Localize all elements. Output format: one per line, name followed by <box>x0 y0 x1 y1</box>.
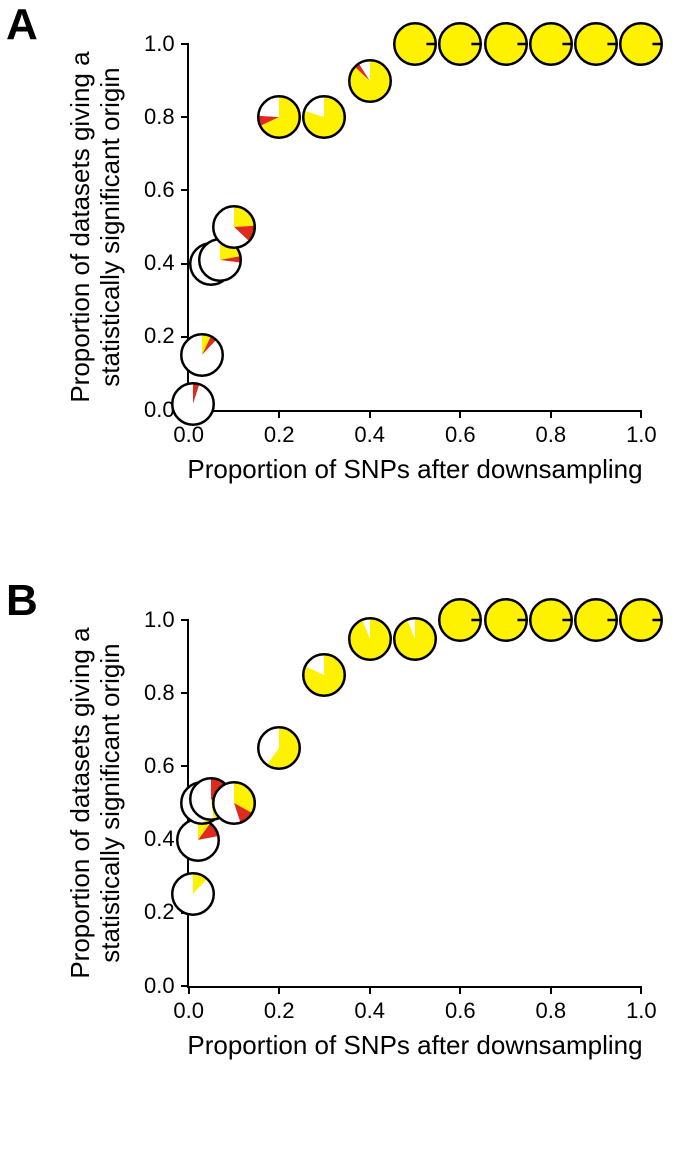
y-tick-label: 0.2 <box>131 323 175 349</box>
x-tick <box>640 410 642 418</box>
x-tick <box>369 986 371 994</box>
pie-marker <box>529 22 573 66</box>
y-tick-label: 0.4 <box>131 250 175 276</box>
x-tick-label: 0.4 <box>340 422 400 448</box>
pie-marker <box>257 95 301 139</box>
x-tick-label: 0.2 <box>249 422 309 448</box>
pie-marker <box>393 617 437 661</box>
y-tick <box>181 189 189 191</box>
pie-marker <box>619 22 663 66</box>
x-axis-title: Proportion of SNPs after downsampling <box>166 1030 664 1061</box>
x-axis-line <box>189 986 642 988</box>
x-axis-title: Proportion of SNPs after downsampling <box>166 454 664 485</box>
panel-letter: B <box>6 576 38 626</box>
y-tick-label: 0.6 <box>131 177 175 203</box>
y-tick-label: 0.4 <box>131 826 175 852</box>
pie-marker <box>438 22 482 66</box>
y-tick-label: 0.6 <box>131 753 175 779</box>
y-tick-label: 0.0 <box>131 397 175 423</box>
x-tick <box>188 986 190 994</box>
pie-marker <box>484 598 528 642</box>
pie-marker <box>574 598 618 642</box>
pie-marker <box>212 781 256 825</box>
x-tick <box>640 986 642 994</box>
x-tick <box>278 410 280 418</box>
y-tick-label: 1.0 <box>131 31 175 57</box>
pie-marker <box>574 22 618 66</box>
pie-marker <box>529 598 573 642</box>
pie-marker <box>180 333 224 377</box>
x-tick-label: 1.0 <box>611 998 671 1024</box>
pie-marker <box>171 872 215 916</box>
plot-area: 0.00.20.40.60.81.00.00.20.40.60.81.0Prop… <box>166 26 664 428</box>
pie-marker <box>393 22 437 66</box>
x-tick-label: 0.8 <box>521 998 581 1024</box>
pie-marker <box>348 617 392 661</box>
pie-marker <box>438 598 482 642</box>
pie-marker <box>212 205 256 249</box>
y-tick <box>181 765 189 767</box>
y-axis-title: Proportion of datasets giving a statisti… <box>66 34 126 420</box>
y-tick-label: 0.8 <box>131 104 175 130</box>
x-tick-label: 0.4 <box>340 998 400 1024</box>
pie-marker <box>302 653 346 697</box>
plot-area: 0.00.20.40.60.81.00.00.20.40.60.81.0Prop… <box>166 602 664 1004</box>
pie-marker <box>171 382 215 426</box>
pie-marker <box>257 726 301 770</box>
y-tick <box>181 619 189 621</box>
pie-marker <box>302 95 346 139</box>
pie-marker <box>619 598 663 642</box>
x-tick-label: 0.0 <box>159 998 219 1024</box>
y-tick <box>181 43 189 45</box>
y-tick-label: 1.0 <box>131 607 175 633</box>
y-tick-label: 0.0 <box>131 973 175 999</box>
x-axis-line <box>189 410 642 412</box>
x-tick-label: 0.8 <box>521 422 581 448</box>
x-tick <box>459 986 461 994</box>
pie-marker <box>484 22 528 66</box>
y-tick <box>181 116 189 118</box>
y-tick <box>181 263 189 265</box>
y-tick-label: 0.8 <box>131 680 175 706</box>
y-tick-label: 0.2 <box>131 899 175 925</box>
panel-letter: A <box>6 0 38 50</box>
x-tick-label: 0.6 <box>430 422 490 448</box>
x-tick <box>550 986 552 994</box>
x-tick-label: 1.0 <box>611 422 671 448</box>
x-tick <box>278 986 280 994</box>
x-tick-label: 0.6 <box>430 998 490 1024</box>
y-tick <box>181 692 189 694</box>
y-tick <box>181 985 189 987</box>
x-tick <box>459 410 461 418</box>
y-axis-title: Proportion of datasets giving a statisti… <box>66 610 126 996</box>
pie-marker <box>348 59 392 103</box>
x-tick-label: 0.2 <box>249 998 309 1024</box>
x-tick <box>369 410 371 418</box>
x-tick <box>550 410 552 418</box>
